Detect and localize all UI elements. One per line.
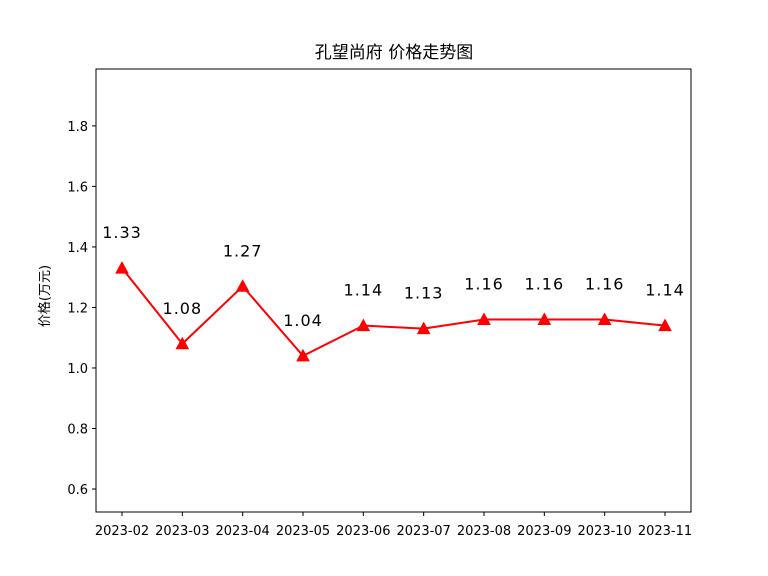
data-label: 1.33	[102, 223, 142, 242]
y-tick-label: 0.8	[67, 422, 88, 437]
data-label: 1.04	[283, 311, 323, 330]
chart-title: 孔望尚府 价格走势图	[315, 43, 473, 63]
data-point-marker	[296, 348, 310, 362]
plot-area-frame	[95, 68, 692, 513]
series-line	[121, 267, 666, 358]
data-label: 1.16	[525, 275, 565, 294]
y-tick-label: 1.2	[67, 301, 88, 316]
data-point-marker	[115, 261, 129, 274]
y-tick-label: 1.8	[67, 120, 88, 135]
data-point-marker	[658, 318, 672, 332]
data-label: 1.08	[163, 299, 203, 318]
data-point-marker	[477, 312, 491, 326]
y-tick-label: 1.6	[67, 180, 88, 195]
y-axis-label: 价格(万元)	[37, 265, 53, 327]
data-label: 1.16	[464, 275, 504, 294]
x-tick-label: 2023-03	[155, 524, 209, 539]
x-tick-label: 2023-09	[517, 524, 571, 539]
x-tick-label: 2023-05	[276, 524, 330, 539]
data-label: 1.14	[344, 281, 384, 300]
x-axis: 2023-02 2023-03 2023-04 2023-05 2023-06 2023-…	[95, 512, 692, 539]
data-label: 1.13	[404, 284, 444, 303]
data-point-marker	[356, 318, 371, 332]
data-label: 1.14	[645, 281, 685, 300]
data-point-marker	[235, 279, 250, 292]
x-tick-label: 2023-11	[638, 524, 692, 539]
data-point-marker	[537, 312, 552, 326]
data-point-marker	[416, 321, 431, 335]
data-point-marker	[175, 336, 190, 350]
y-tick-label: 1.0	[67, 362, 88, 377]
x-tick-label: 2023-08	[457, 524, 511, 539]
data-label: 1.16	[585, 275, 625, 294]
y-tick-label: 1.4	[67, 241, 88, 256]
x-tick-label: 2023-10	[578, 524, 632, 539]
data-point-marker	[597, 312, 612, 326]
data-label: 1.27	[223, 241, 263, 260]
series-group: 1.33 1.08 1.27 1.04 1.14 1.13 1.16 1.16 1.16 1.14	[102, 223, 685, 362]
y-tick-label: 0.6	[67, 483, 88, 498]
y-axis: 0.6 0.8 1.0 1.2 1.4 1.6 1.8	[67, 120, 96, 498]
x-tick-label: 2023-07	[397, 524, 451, 539]
x-tick-label: 2023-04	[216, 524, 270, 539]
x-tick-label: 2023-02	[95, 524, 149, 539]
x-tick-label: 2023-06	[336, 524, 390, 539]
